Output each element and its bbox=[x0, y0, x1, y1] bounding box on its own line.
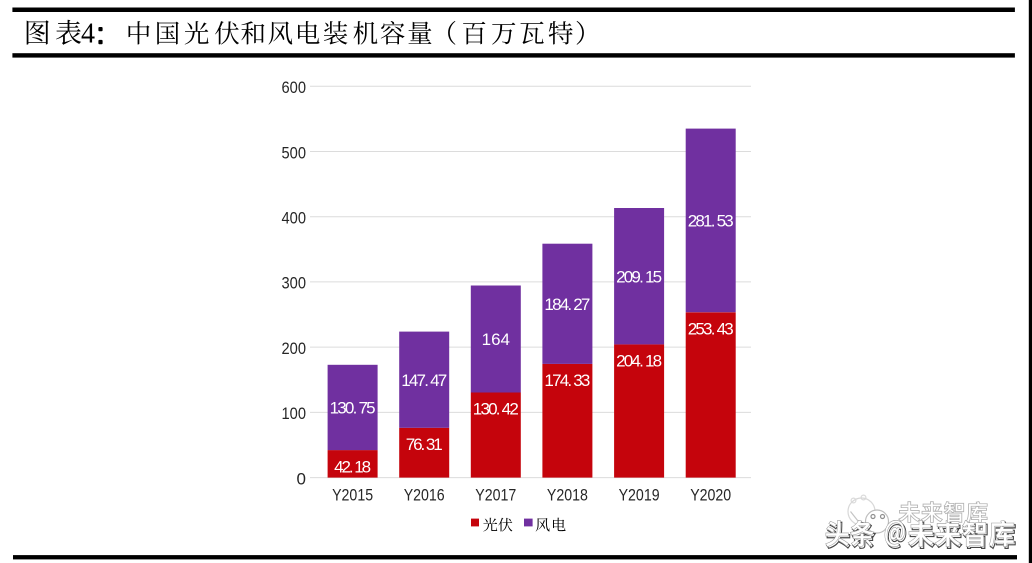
svg-text:0: 0 bbox=[297, 469, 306, 488]
svg-text:130. 42: 130. 42 bbox=[473, 400, 519, 419]
svg-text:400: 400 bbox=[282, 209, 307, 228]
svg-text:Y2017: Y2017 bbox=[475, 485, 516, 504]
svg-text:Y2016: Y2016 bbox=[404, 485, 445, 504]
svg-text:500: 500 bbox=[282, 143, 307, 162]
svg-text:253. 43: 253. 43 bbox=[688, 320, 734, 339]
svg-text:100: 100 bbox=[282, 404, 307, 423]
svg-text:184. 27: 184. 27 bbox=[544, 295, 590, 314]
svg-text:Y2019: Y2019 bbox=[619, 485, 660, 504]
svg-text:600: 600 bbox=[282, 78, 307, 97]
svg-text:76. 31: 76. 31 bbox=[406, 435, 443, 454]
svg-text:147. 47: 147. 47 bbox=[401, 371, 447, 390]
svg-text:Y2015: Y2015 bbox=[332, 485, 373, 504]
svg-text:209. 15: 209. 15 bbox=[616, 267, 662, 286]
svg-text:174. 33: 174. 33 bbox=[544, 371, 590, 390]
svg-text:4: 4 bbox=[81, 19, 95, 50]
svg-text:204. 18: 204. 18 bbox=[616, 352, 662, 371]
svg-text:300: 300 bbox=[282, 274, 307, 293]
svg-text:281. 53: 281. 53 bbox=[688, 212, 734, 231]
svg-text:42. 18: 42. 18 bbox=[334, 457, 371, 476]
svg-text:200: 200 bbox=[282, 339, 307, 358]
svg-text:Y2018: Y2018 bbox=[547, 485, 588, 504]
svg-text:130. 75: 130. 75 bbox=[330, 399, 376, 418]
svg-text:Y2020: Y2020 bbox=[690, 485, 731, 504]
svg-text:164: 164 bbox=[482, 330, 510, 349]
